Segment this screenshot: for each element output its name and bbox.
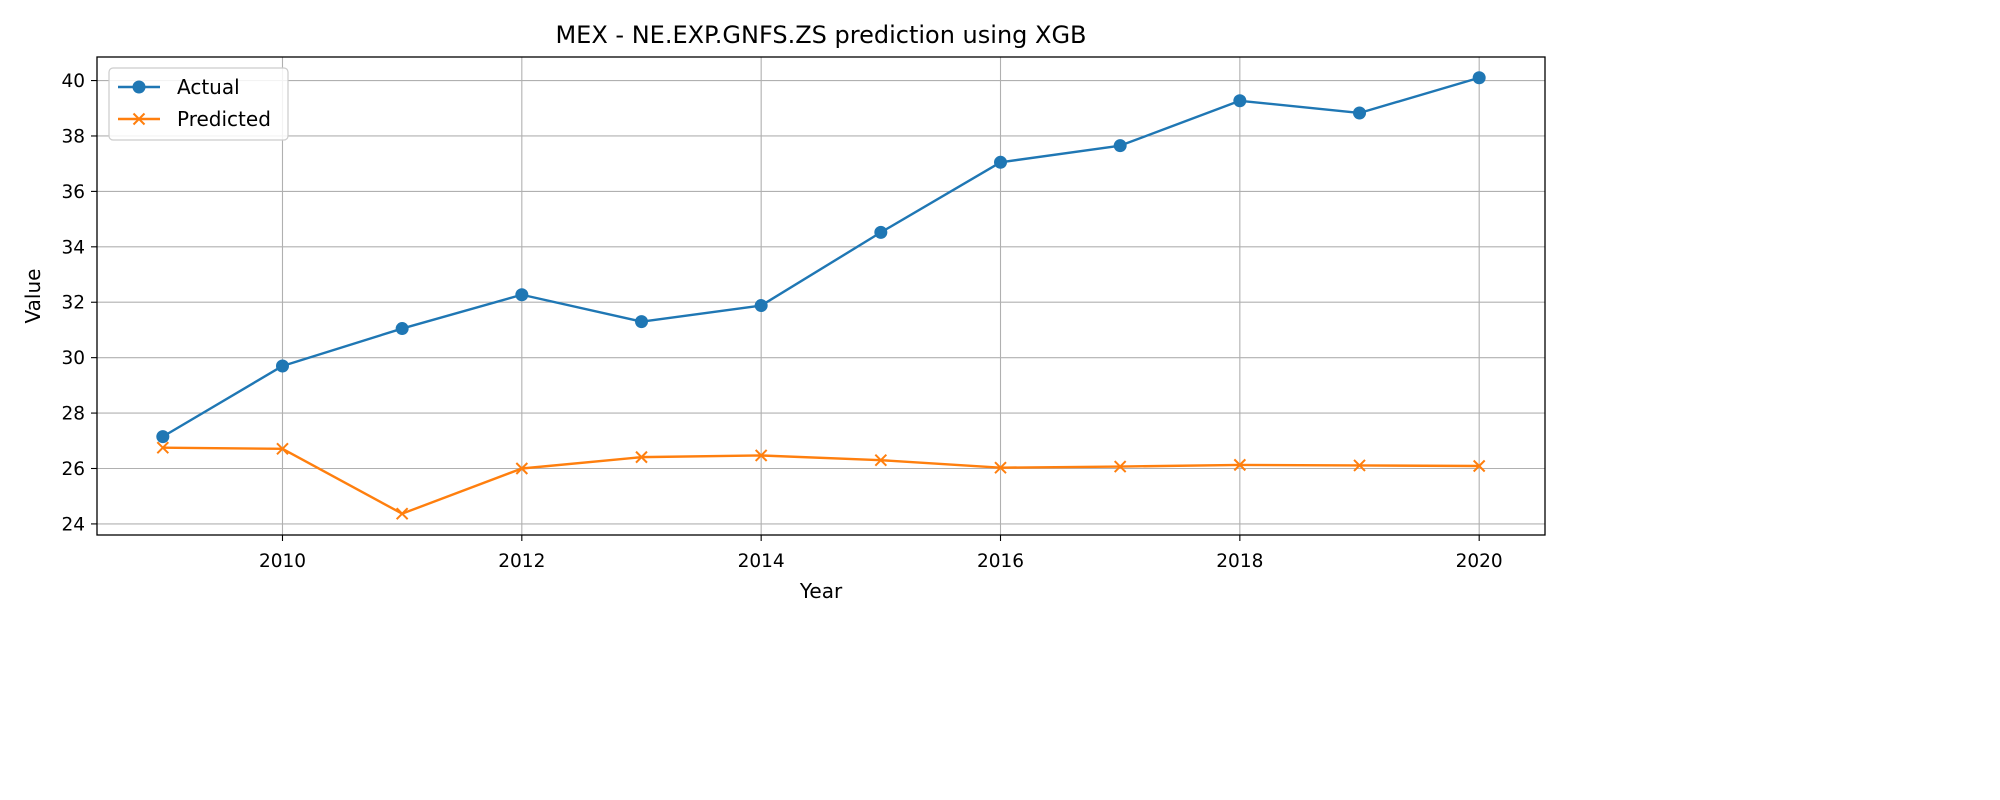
y-tick-label: 24 — [61, 514, 85, 535]
y-axis-label: Value — [21, 269, 45, 324]
x-tick-label: 2010 — [259, 551, 306, 572]
actual-data-point — [156, 430, 170, 444]
predicted-data-point — [754, 449, 768, 462]
legend: Actual Predicted — [108, 67, 289, 141]
x-tick-label: 2016 — [977, 551, 1024, 572]
predicted-data-point — [515, 462, 529, 475]
predicted-data-point — [635, 450, 648, 464]
actual-data-point — [1233, 94, 1247, 108]
predicted-data-point — [1233, 458, 1247, 472]
y-tick-label: 32 — [61, 293, 85, 314]
predicted-data-point — [1353, 459, 1366, 472]
legend-predicted-marker — [132, 112, 146, 126]
actual-data-point — [994, 155, 1008, 169]
actual-data-point — [754, 299, 768, 313]
legend-actual-label: Actual — [177, 75, 240, 99]
x-tick-label: 2020 — [1456, 551, 1503, 572]
legend-predicted-label: Predicted — [177, 107, 271, 131]
actual-data-point — [275, 359, 289, 373]
line-chart: MEX - NE.EXP.GNFS.ZS prediction using XG… — [21, 21, 1546, 603]
y-tick-label: 30 — [61, 348, 85, 369]
predicted-data-point — [1113, 460, 1127, 473]
x-axis-label: Year — [799, 579, 843, 603]
x-tick-label: 2012 — [498, 551, 545, 572]
y-tick-label: 38 — [61, 126, 85, 147]
actual-data-point — [634, 315, 648, 329]
actual-data-point — [395, 322, 409, 336]
actual-series-line — [162, 76, 1480, 438]
x-tick-label: 2018 — [1216, 551, 1263, 572]
predicted-data-point — [874, 453, 888, 467]
predicted-data-point — [994, 461, 1007, 474]
predicted-data-point — [395, 507, 409, 520]
axes: 2010 2012 2014 2016 2018 2020 24 26 28 30 32 34 36 38… — [61, 71, 1502, 572]
series-layer — [156, 71, 1486, 520]
predicted-data-point — [1472, 459, 1486, 473]
actual-data-point — [515, 288, 529, 302]
y-tick-label: 36 — [61, 182, 85, 203]
actual-data-point — [1353, 106, 1367, 120]
actual-data-point — [874, 225, 888, 239]
chart-title: MEX - NE.EXP.GNFS.ZS prediction using XG… — [555, 21, 1086, 49]
chart-container: MEX - NE.EXP.GNFS.ZS prediction using XG… — [21, 21, 1546, 603]
y-tick-label: 40 — [61, 71, 85, 92]
grid — [97, 57, 1545, 535]
y-tick-label: 26 — [61, 459, 85, 480]
plot-frame — [96, 56, 1546, 536]
actual-data-point — [1113, 139, 1127, 153]
legend-actual-marker — [132, 80, 146, 94]
x-tick-label: 2014 — [738, 551, 785, 572]
predicted-data-point — [156, 441, 170, 454]
y-tick-label: 28 — [61, 404, 85, 425]
predicted-data-point — [276, 442, 289, 456]
actual-data-point — [1472, 71, 1486, 85]
y-tick-label: 34 — [61, 237, 85, 258]
predicted-series-line — [162, 446, 1480, 515]
